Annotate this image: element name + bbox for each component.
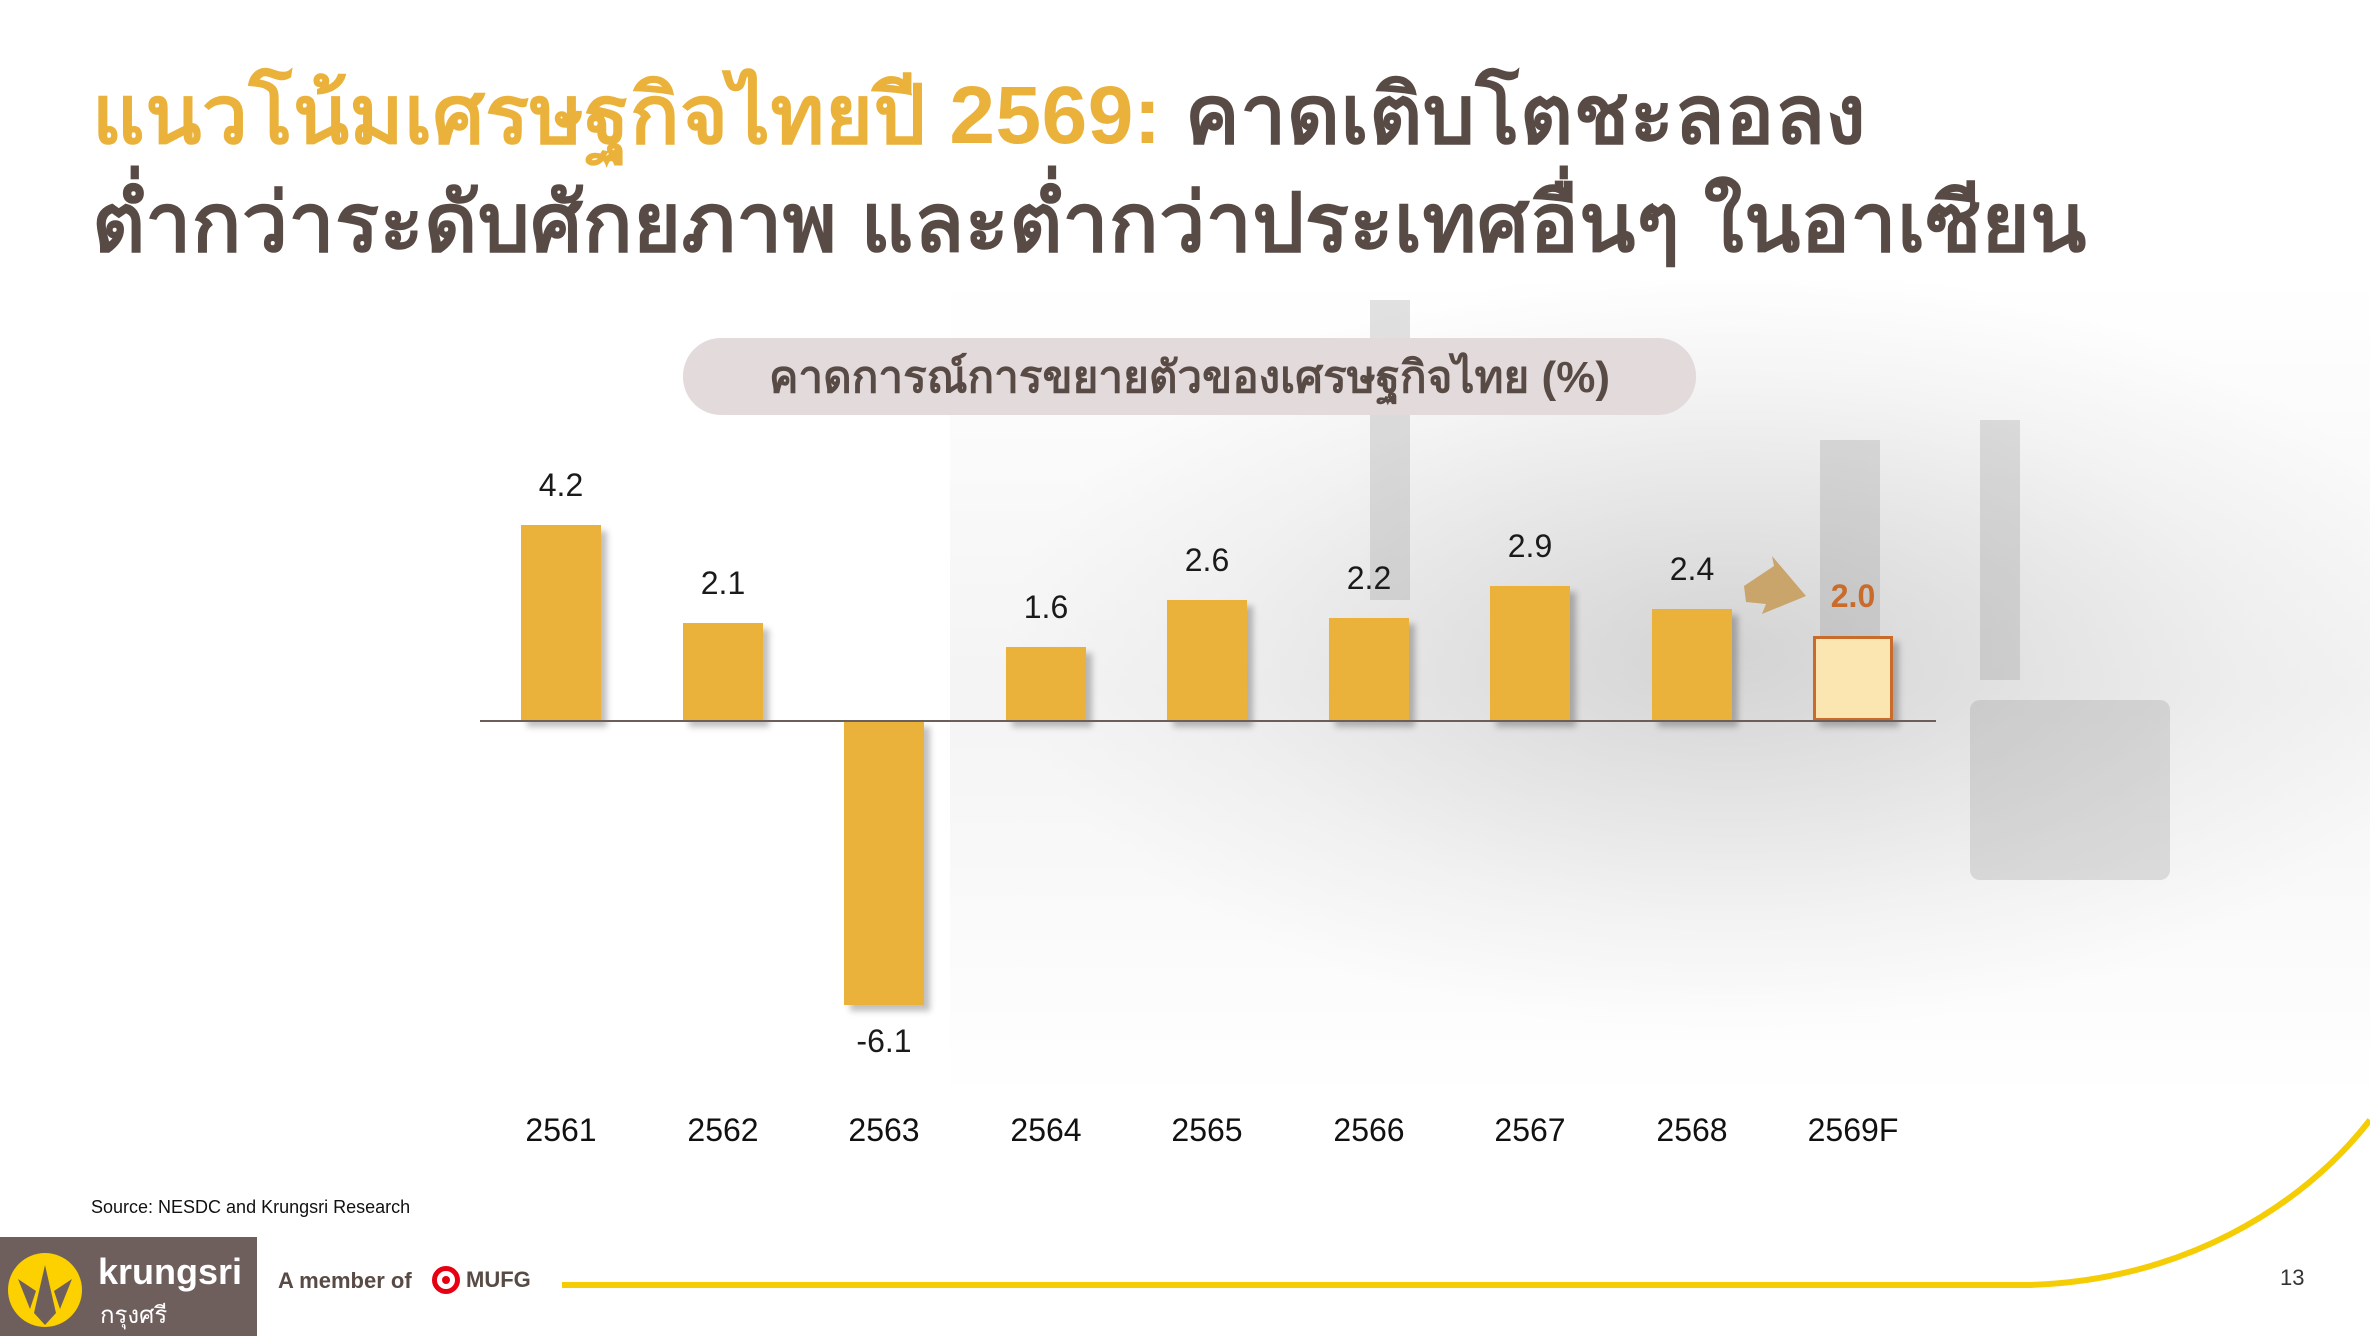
logo-thai-name: กรุงศรี	[100, 1302, 168, 1329]
bar-2568	[1652, 609, 1732, 721]
x-axis-label: 2565	[1171, 1112, 1243, 1148]
bar-2564	[1006, 647, 1086, 721]
title-rest: คาดเติบโตชะลอลง	[1161, 70, 1867, 161]
down-right-arrow-icon	[1744, 556, 1806, 614]
bar-2565	[1167, 600, 1247, 721]
x-axis-label: 2566	[1333, 1112, 1405, 1148]
chart-title: คาดการณ์การขยายตัวของเศรษฐกิจไทย (%)	[683, 338, 1696, 415]
bar-2566	[1329, 618, 1409, 721]
source-note: Source: NESDC and Krungsri Research	[91, 1197, 411, 1217]
x-axis-label: 2569F	[1807, 1112, 1899, 1148]
slide-title: แนวโน้มเศรษฐกิจไทยปี 2569: คาดเติบโตชะลอ…	[92, 62, 2087, 278]
x-axis-label: 2561	[525, 1112, 597, 1148]
krungsri-emblem-icon	[8, 1253, 82, 1327]
krungsri-logo: krungsri กรุงศรี	[0, 1237, 257, 1336]
value-label: 1.6	[1023, 589, 1069, 625]
value-label: 2.1	[700, 565, 746, 601]
value-label: 2.9	[1507, 528, 1553, 564]
logo-name: krungsri	[98, 1251, 243, 1292]
page-number: 13	[2280, 1265, 2305, 1290]
x-axis-label: 2568	[1656, 1112, 1728, 1148]
title-line-2: ต่ำกว่าระดับศักยภาพ และต่ำกว่าประเทศอื่น…	[92, 178, 2087, 269]
value-label: -6.1	[856, 1023, 912, 1059]
x-axis-label: 2562	[687, 1112, 759, 1148]
mufg-text: MUFG	[466, 1267, 531, 1292]
value-label: 2.6	[1184, 542, 1230, 578]
title-accent: แนวโน้มเศรษฐกิจไทยปี 2569:	[92, 70, 1162, 161]
bar-2563	[844, 721, 924, 1005]
value-label: 2.2	[1346, 560, 1392, 596]
bar-2562	[683, 623, 763, 721]
value-label: 4.2	[538, 467, 584, 503]
bar-2567	[1490, 586, 1570, 721]
bar-2561	[521, 525, 601, 721]
bar-2569F	[1813, 636, 1893, 721]
x-axis-label: 2563	[848, 1112, 920, 1148]
x-axis-label: 2564	[1010, 1112, 1082, 1148]
x-axis-label: 2567	[1494, 1112, 1566, 1148]
value-label: 2.0	[1830, 578, 1876, 614]
temple-spire-decoration	[1980, 420, 2020, 680]
tuk-tuk-decoration	[1970, 700, 2170, 880]
mufg-logo-icon	[432, 1266, 460, 1294]
member-text: A member of	[278, 1268, 412, 1293]
zero-axis-line	[480, 720, 1936, 722]
value-label: 2.4	[1669, 551, 1715, 587]
